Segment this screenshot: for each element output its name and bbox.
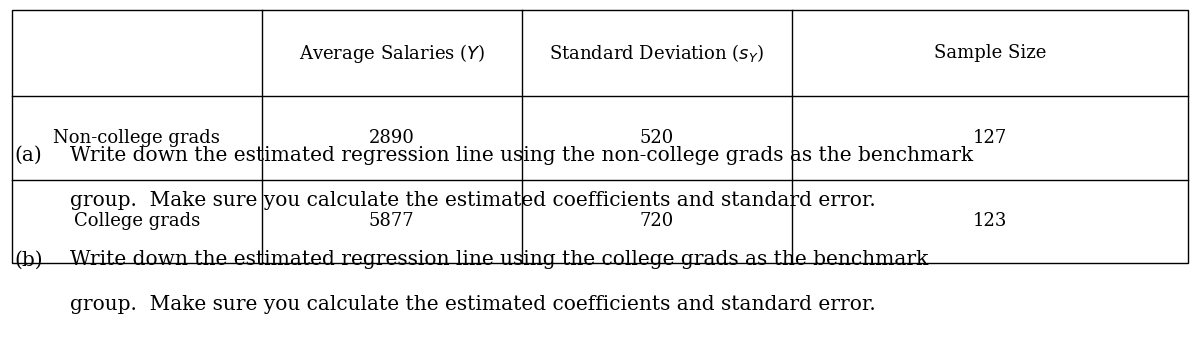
Text: Non-college grads: Non-college grads [53, 129, 221, 147]
Text: group.  Make sure you calculate the estimated coefficients and standard error.: group. Make sure you calculate the estim… [70, 190, 875, 210]
Text: Average Salaries ($Y$): Average Salaries ($Y$) [299, 41, 485, 65]
Text: Sample Size: Sample Size [934, 44, 1046, 62]
Text: 123: 123 [973, 212, 1007, 231]
Text: 127: 127 [973, 129, 1007, 147]
Text: 520: 520 [640, 129, 674, 147]
Text: 2890: 2890 [368, 129, 415, 147]
Text: 720: 720 [640, 212, 674, 231]
Text: Standard Deviation ($s_Y$): Standard Deviation ($s_Y$) [550, 42, 764, 64]
Text: Write down the estimated regression line using the college grads as the benchmar: Write down the estimated regression line… [70, 250, 928, 269]
Text: (a): (a) [14, 146, 42, 165]
Text: Write down the estimated regression line using the non-college grads as the benc: Write down the estimated regression line… [70, 146, 973, 165]
Text: 5877: 5877 [368, 212, 415, 231]
Text: (b): (b) [14, 250, 43, 269]
Text: College grads: College grads [73, 212, 200, 231]
Text: group.  Make sure you calculate the estimated coefficients and standard error.: group. Make sure you calculate the estim… [70, 295, 875, 314]
